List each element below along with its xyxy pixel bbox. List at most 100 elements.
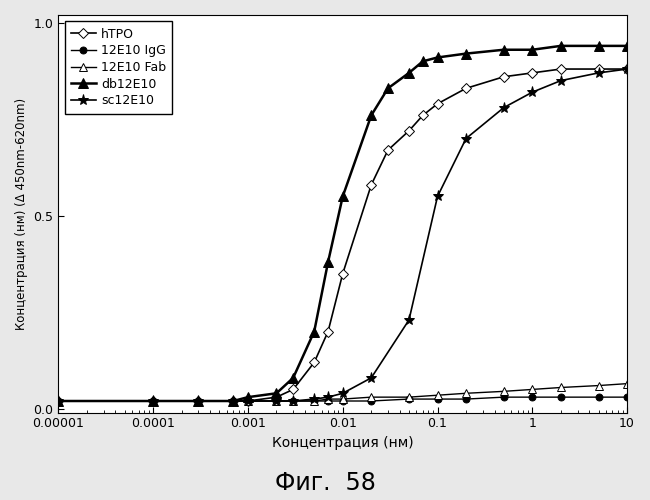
12E10 Fab [324,396,332,402]
sc12E10 [310,396,318,402]
db12E10 [229,398,237,404]
db12E10 [419,58,427,64]
sc12E10 [55,398,62,404]
12E10 Fab [500,388,508,394]
12E10 IgG [289,398,297,404]
sc12E10 [595,70,603,76]
db12E10 [595,43,603,49]
hTPO [194,398,202,404]
12E10 IgG [310,398,318,404]
sc12E10 [557,78,565,84]
12E10 Fab [462,390,470,396]
Y-axis label: Концентрация (нм) (Δ 450nm-620nm): Концентрация (нм) (Δ 450nm-620nm) [15,98,28,330]
hTPO [500,74,508,80]
hTPO [528,70,536,76]
sc12E10 [194,398,202,404]
sc12E10 [500,104,508,110]
12E10 Fab [55,398,62,404]
db12E10 [557,43,565,49]
db12E10 [528,46,536,52]
sc12E10 [244,398,252,404]
12E10 Fab [150,398,157,404]
sc12E10 [367,375,375,381]
db12E10 [434,54,441,60]
db12E10 [339,194,346,200]
Line: db12E10: db12E10 [53,41,632,406]
12E10 Fab [194,398,202,404]
X-axis label: Концентрация (нм): Концентрация (нм) [272,436,413,450]
sc12E10 [434,194,441,200]
12E10 IgG [55,398,62,404]
12E10 IgG [229,398,237,404]
12E10 IgG [462,396,470,402]
12E10 IgG [500,394,508,400]
Line: hTPO: hTPO [55,66,630,404]
12E10 Fab [434,392,441,398]
12E10 IgG [528,394,536,400]
sc12E10 [405,317,413,323]
hTPO [244,398,252,404]
sc12E10 [623,66,631,72]
12E10 Fab [229,398,237,404]
12E10 IgG [272,398,280,404]
12E10 Fab [405,394,413,400]
hTPO [229,398,237,404]
hTPO [367,182,375,188]
db12E10 [194,398,202,404]
hTPO [324,328,332,334]
Line: 12E10 IgG: 12E10 IgG [55,394,630,404]
12E10 IgG [623,394,631,400]
12E10 Fab [623,380,631,386]
12E10 Fab [289,398,297,404]
sc12E10 [150,398,157,404]
12E10 Fab [310,398,318,404]
db12E10 [623,43,631,49]
hTPO [339,270,346,276]
db12E10 [324,259,332,265]
db12E10 [244,394,252,400]
12E10 IgG [405,396,413,402]
Legend: hTPO, 12E10 IgG, 12E10 Fab, db12E10, sc12E10: hTPO, 12E10 IgG, 12E10 Fab, db12E10, sc1… [64,21,172,114]
12E10 IgG [557,394,565,400]
Text: Фиг.  58: Фиг. 58 [274,471,376,495]
db12E10 [55,398,62,404]
12E10 Fab [339,396,346,402]
12E10 Fab [528,386,536,392]
Line: 12E10 Fab: 12E10 Fab [54,380,631,405]
db12E10 [384,86,392,91]
hTPO [310,360,318,366]
12E10 Fab [272,398,280,404]
12E10 Fab [557,384,565,390]
12E10 IgG [194,398,202,404]
db12E10 [367,112,375,118]
hTPO [150,398,157,404]
db12E10 [272,390,280,396]
hTPO [623,66,631,72]
sc12E10 [528,89,536,95]
db12E10 [289,375,297,381]
12E10 IgG [339,398,346,404]
sc12E10 [289,398,297,404]
12E10 IgG [150,398,157,404]
db12E10 [310,328,318,334]
hTPO [434,101,441,107]
12E10 IgG [367,398,375,404]
db12E10 [462,50,470,56]
db12E10 [500,46,508,52]
12E10 IgG [324,398,332,404]
sc12E10 [229,398,237,404]
hTPO [55,398,62,404]
12E10 Fab [595,382,603,388]
hTPO [419,112,427,118]
12E10 IgG [595,394,603,400]
hTPO [557,66,565,72]
hTPO [289,386,297,392]
db12E10 [405,70,413,76]
sc12E10 [462,136,470,141]
sc12E10 [339,390,346,396]
hTPO [462,86,470,91]
Line: sc12E10: sc12E10 [53,64,632,406]
12E10 Fab [367,394,375,400]
hTPO [405,128,413,134]
12E10 Fab [244,398,252,404]
